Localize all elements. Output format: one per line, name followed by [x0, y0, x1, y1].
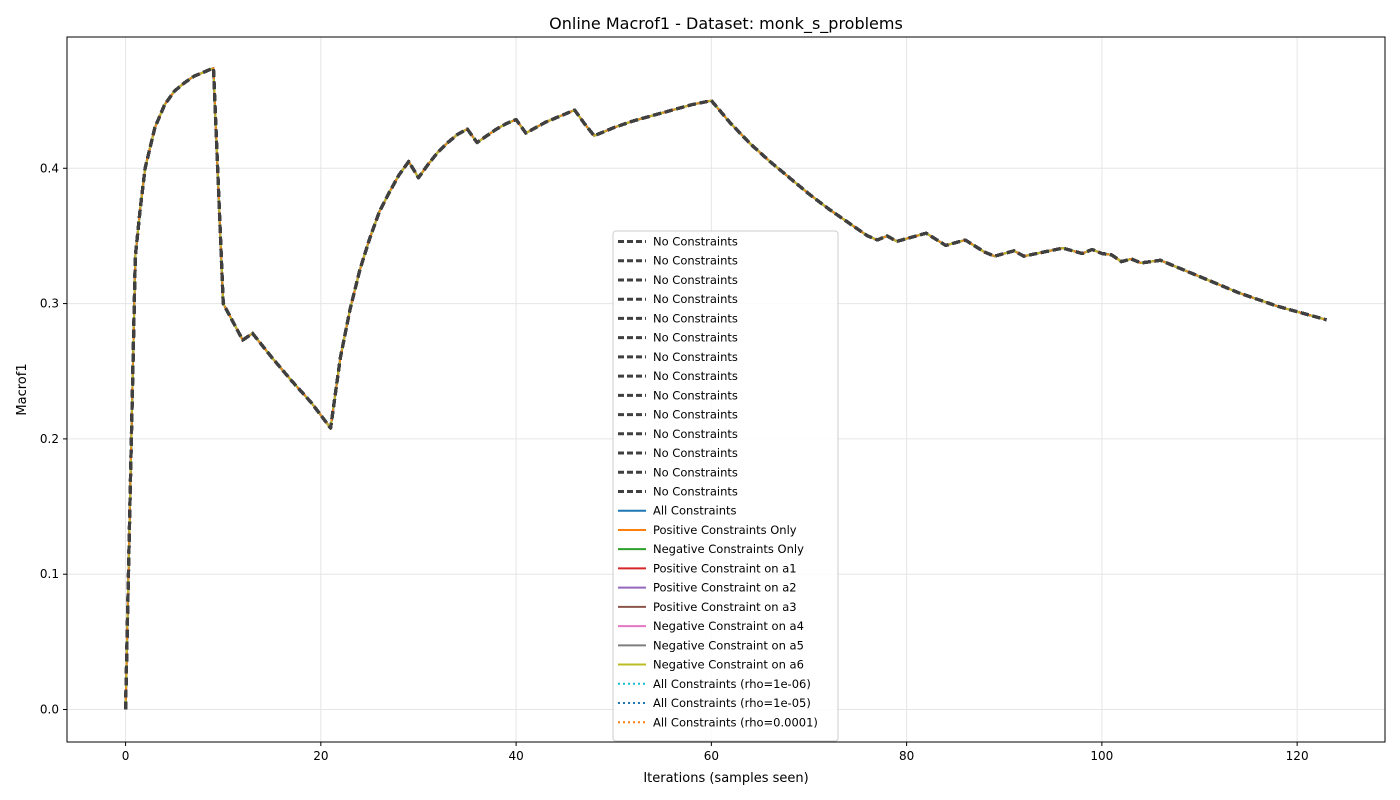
legend-label: No Constraints [653, 235, 738, 249]
series-line-13 [124, 66, 1327, 710]
y-axis-label: Macrof1 [15, 363, 30, 415]
y-tick-label: 0.4 [40, 161, 59, 175]
legend: No Constraints No Constraints No Constrain… [612, 230, 839, 742]
x-tick-label: 0 [122, 749, 130, 763]
legend-label: No Constraints [653, 311, 738, 325]
legend-label: No Constraints [653, 484, 738, 498]
y-tick-label: 0.2 [40, 432, 59, 446]
y-tick-label: 0.3 [40, 297, 59, 311]
chart-title: Online Macrof1 - Dataset: monk_s_problem… [549, 14, 903, 34]
ticks: 0 20 40 60 80 100 120 0.0 0.1 0.2 0.3 0.4 [40, 161, 1309, 763]
legend-label: All Constraints (rho=0.0001) [653, 715, 818, 729]
legend-label: Negative Constraint on a6 [653, 658, 804, 672]
legend-label: Positive Constraints Only [653, 523, 797, 537]
x-axis-label: Iterations (samples seen) [643, 771, 808, 786]
y-tick-label: 0.0 [40, 703, 59, 717]
legend-label: Negative Constraints Only [653, 542, 804, 556]
legend-label: Negative Constraint on a4 [653, 619, 804, 633]
plot-frame [66, 36, 1386, 743]
legend-label: No Constraints [653, 273, 738, 287]
legend-box [612, 230, 839, 742]
x-tick-label: 40 [508, 749, 523, 763]
legend-label: No Constraints [653, 369, 738, 383]
x-tick-label: 100 [1090, 749, 1113, 763]
series-layer [124, 66, 1327, 710]
x-tick-label: 20 [313, 749, 328, 763]
legend-label: No Constraints [653, 388, 738, 402]
x-tick-label: 80 [899, 749, 914, 763]
legend-label: All Constraints [653, 504, 737, 518]
legend-label: No Constraints [653, 408, 738, 422]
legend-label: All Constraints (rho=1e-05) [653, 696, 811, 710]
legend-label: Positive Constraint on a3 [653, 600, 797, 614]
legend-label: No Constraints [653, 350, 738, 364]
x-tick-label: 60 [704, 749, 719, 763]
legend-label: No Constraints [653, 331, 738, 345]
x-tick-label: 120 [1286, 749, 1309, 763]
legend-label: Positive Constraint on a2 [653, 581, 797, 595]
legend-label: No Constraints [653, 465, 738, 479]
legend-label: All Constraints (rho=1e-06) [653, 677, 811, 691]
legend-label: No Constraints [653, 254, 738, 268]
legend-label: Positive Constraint on a1 [653, 561, 797, 575]
legend-label: No Constraints [653, 427, 738, 441]
legend-label: No Constraints [653, 446, 738, 460]
legend-label: Negative Constraint on a5 [653, 638, 804, 652]
legend-label: No Constraints [653, 292, 738, 306]
y-tick-label: 0.1 [40, 567, 59, 581]
